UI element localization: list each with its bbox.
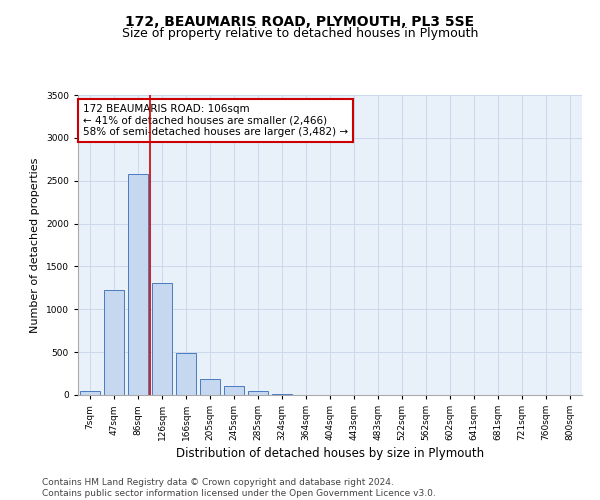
Bar bbox=[128, 174, 148, 395]
Bar bbox=[272, 394, 292, 395]
Bar bbox=[80, 390, 100, 395]
Bar bbox=[224, 386, 244, 395]
Bar bbox=[200, 379, 220, 395]
Bar bbox=[176, 353, 196, 395]
Text: Contains HM Land Registry data © Crown copyright and database right 2024.
Contai: Contains HM Land Registry data © Crown c… bbox=[42, 478, 436, 498]
Text: 172, BEAUMARIS ROAD, PLYMOUTH, PL3 5SE: 172, BEAUMARIS ROAD, PLYMOUTH, PL3 5SE bbox=[125, 15, 475, 29]
Text: Size of property relative to detached houses in Plymouth: Size of property relative to detached ho… bbox=[122, 28, 478, 40]
Bar bbox=[152, 282, 172, 395]
Text: 172 BEAUMARIS ROAD: 106sqm
← 41% of detached houses are smaller (2,466)
58% of s: 172 BEAUMARIS ROAD: 106sqm ← 41% of deta… bbox=[83, 104, 348, 137]
Bar bbox=[248, 391, 268, 395]
Y-axis label: Number of detached properties: Number of detached properties bbox=[31, 158, 40, 332]
Bar bbox=[104, 290, 124, 395]
X-axis label: Distribution of detached houses by size in Plymouth: Distribution of detached houses by size … bbox=[176, 448, 484, 460]
